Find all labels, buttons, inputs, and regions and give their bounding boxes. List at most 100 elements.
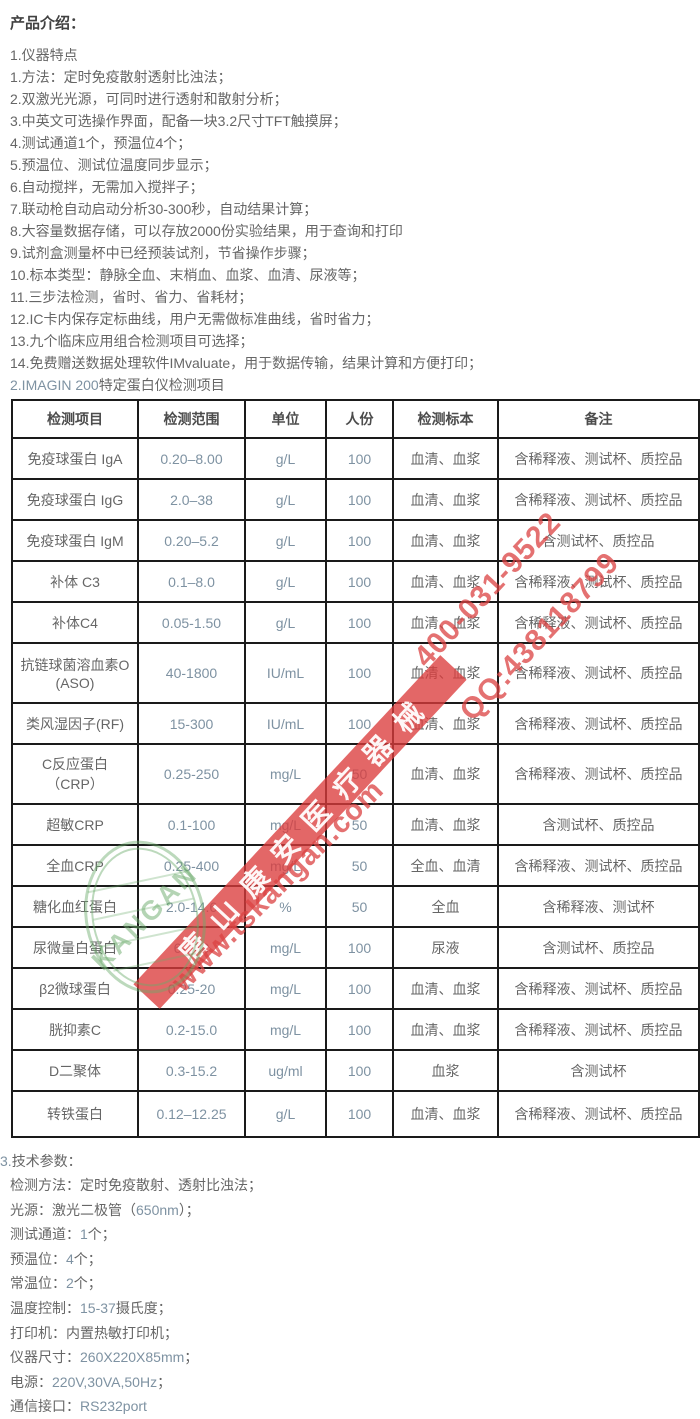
cell-range: 0.20–5.2 (137, 519, 246, 562)
feature-item: 7.联动枪自动启动分析30-300秒，自动结果计算； (10, 201, 318, 217)
cell-sample: 全血 (392, 885, 499, 928)
cell-range: 0.3-15.2 (137, 1049, 246, 1092)
cell-item: D二聚体 (11, 1049, 139, 1092)
table-row: 类风湿因子(RF) 15-300 IU/mL 100 血清、血浆 含稀释液、测试杯、质控品 (11, 702, 700, 745)
cell-range: 0.25-400 (137, 844, 246, 887)
cell-item: 尿微量白蛋白 (11, 926, 139, 969)
cell-unit: g/L (244, 478, 327, 521)
cell-item: 全血CRP (11, 844, 139, 887)
cell-count: 100 (325, 437, 394, 480)
feature-item: 3.中英文可选操作界面，配备一块3.2尺寸TFT触摸屏； (10, 113, 347, 129)
feature-item: 13.九个临床应用组合检测项目可选择； (10, 333, 254, 349)
cell-sample: 血清、血浆 (392, 601, 499, 644)
table-row: 补体 C3 0.1–8.0 g/L 100 血清、血浆 含稀释液、测试杯、质控品 (11, 560, 700, 603)
feature-item: 2.双激光光源，可同时进行透射和散射分析； (10, 91, 288, 107)
cell-unit: % (244, 885, 327, 928)
cell-count: 50 (325, 743, 394, 805)
product-page: 产品介绍： 1.仪器特点 1.方法：定时免疫散射透射比浊法； 2.双激光光源，可同时… (0, 12, 700, 1419)
cell-sample: 血清、血浆 (392, 743, 499, 805)
cell-range: 0.1-100 (137, 803, 246, 846)
cell-note: 含测试杯、质控品 (497, 519, 700, 562)
spec-item: 检测方法：定时免疫散射、透射比浊法； (10, 1177, 262, 1193)
cell-note: 含测试杯、质控品 (497, 803, 700, 846)
cell-range: 15-300 (137, 702, 246, 745)
cell-unit: g/L (244, 560, 327, 603)
cell-note: 含稀释液、测试杯、质控品 (497, 642, 700, 704)
column-header: 单位 (244, 399, 327, 439)
column-header: 检测范围 (137, 399, 246, 439)
cell-count: 100 (325, 519, 394, 562)
feature-item: 10.标本类型：静脉全血、末梢血、血浆、血清、尿液等； (10, 267, 366, 283)
cell-count: 100 (325, 601, 394, 644)
feature-list: 1.仪器特点 1.方法：定时免疫散射透射比浊法； 2.双激光光源，可同时进行透射和散… (10, 44, 700, 374)
feature-item: 1.仪器特点 (10, 47, 78, 63)
cell-count: 100 (325, 642, 394, 704)
cell-unit: mg/L (244, 803, 327, 846)
feature-item: 6.自动搅拌，无需加入搅拌子； (10, 179, 204, 195)
cell-range: 2.0-14.6 (137, 885, 246, 928)
cell-unit: g/L (244, 1090, 327, 1138)
cell-unit: mg/L (244, 1008, 327, 1051)
cell-sample: 血浆 (392, 1049, 499, 1092)
table-row: 胱抑素C 0.2-15.0 mg/L 100 血清、血浆 含稀释液、测试杯、质控品 (11, 1008, 700, 1051)
cell-item: 超敏CRP (11, 803, 139, 846)
cell-sample: 血清、血浆 (392, 437, 499, 480)
cell-note: 含稀释液、测试杯、质控品 (497, 1008, 700, 1051)
cell-range: 0.2-15.0 (137, 1008, 246, 1051)
cell-count: 100 (325, 478, 394, 521)
cell-count: 50 (325, 803, 394, 846)
feature-item: 5.预温位、测试位温度同步显示； (10, 157, 218, 173)
cell-item: 转铁蛋白 (11, 1090, 139, 1138)
cell-item: C反应蛋白 （CRP） (11, 743, 139, 805)
feature-item: 4.测试通道1个，预温位4个； (10, 135, 192, 151)
cell-note: 含稀释液、测试杯、质控品 (497, 844, 700, 887)
feature-item: 14.免费赠送数据处理软件IMvaluate，用于数据传输，结果计算和方便打印； (10, 355, 483, 371)
column-header: 检测项目 (11, 399, 139, 439)
table-row: 转铁蛋白 0.12–12.25 g/L 100 血清、血浆 含稀释液、测试杯、质控品 (11, 1090, 700, 1138)
cell-unit: g/L (244, 437, 327, 480)
cell-range: 0.1–8.0 (137, 560, 246, 603)
cell-note: 含稀释液、测试杯 (497, 885, 700, 928)
spec-item: 打印机：内置热敏打印机； (10, 1324, 178, 1341)
detection-items-table: 检测项目 检测范围 单位 人份 检测标本 备注 免疫球蛋白 IgA 0.20–8.00 g/L… (11, 399, 700, 1138)
column-header: 人份 (325, 399, 394, 439)
table-row: 免疫球蛋白 IgA 0.20–8.00 g/L 100 血清、血浆 含稀释液、测试杯、质控… (11, 437, 700, 480)
cell-item: β2微球蛋白 (11, 967, 139, 1010)
table-row: 免疫球蛋白 IgG 2.0–38 g/L 100 血清、血浆 含稀释液、测试杯、质控品 (11, 478, 700, 521)
cell-count: 100 (325, 702, 394, 745)
cell-count: 100 (325, 560, 394, 603)
cell-range: 0.05-1.50 (137, 601, 246, 644)
spec-item: 仪器尺寸：260X220X85mm； (10, 1349, 199, 1366)
spec-item: 预温位：4个； (10, 1250, 102, 1267)
cell-range: 40-1800 (137, 642, 246, 704)
cell-note: 含测试杯、质控品 (497, 926, 700, 969)
cell-note: 含稀释液、测试杯、质控品 (497, 743, 700, 805)
cell-count: 100 (325, 926, 394, 969)
cell-unit: g/L (244, 601, 327, 644)
table-row: β2微球蛋白 0.25-20 mg/L 100 血清、血浆 含稀释液、测试杯、质控品 (11, 967, 700, 1010)
specs-list: 检测方法：定时免疫散射、透射比浊法； 光源：激光二极管（650nm）； 测试通道：1… (10, 1173, 700, 1419)
cell-item: 胱抑素C (11, 1008, 139, 1051)
spec-item: 电源：220V,30VA,50Hz； (10, 1373, 172, 1390)
cell-item: 免疫球蛋白 IgA (11, 437, 139, 480)
cell-sample: 尿液 (392, 926, 499, 969)
table-row: 补体C4 0.05-1.50 g/L 100 血清、血浆 含稀释液、测试杯、质控品 (11, 601, 700, 644)
cell-unit: mg/L (244, 844, 327, 887)
cell-item: 免疫球蛋白 IgM (11, 519, 139, 562)
spec-item: 常温位：2个； (10, 1275, 102, 1292)
cell-item: 糖化血红蛋白 (11, 885, 139, 928)
table-row: D二聚体 0.3-15.2 ug/ml 100 血浆 含测试杯 (11, 1049, 700, 1092)
cell-sample: 血清、血浆 (392, 967, 499, 1010)
cell-note: 含稀释液、测试杯、质控品 (497, 967, 700, 1010)
cell-note: 含稀释液、测试杯、质控品 (497, 702, 700, 745)
cell-range: 0.12–12.25 (137, 1090, 246, 1138)
cell-item: 免疫球蛋白 IgG (11, 478, 139, 521)
cell-sample: 血清、血浆 (392, 519, 499, 562)
cell-range: 0.25-20 (137, 967, 246, 1010)
cell-unit: mg/L (244, 743, 327, 805)
cell-unit: IU/mL (244, 642, 327, 704)
detection-section-title: 2.IMAGIN 200特定蛋白仪检测项目 (10, 377, 225, 393)
cell-unit: g/L (244, 519, 327, 562)
spec-item: 通信接口：RS232port (10, 1398, 147, 1415)
cell-item: 补体 C3 (11, 560, 139, 603)
